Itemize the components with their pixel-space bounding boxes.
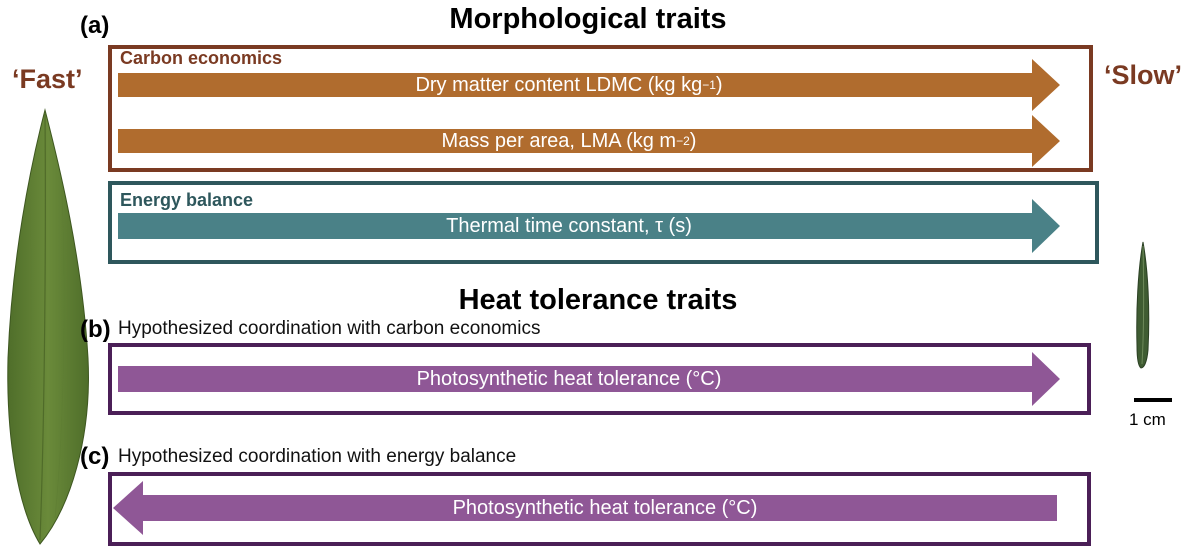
ldmc-label-exponent: −1	[702, 78, 716, 92]
morphological-traits-title: Morphological traits	[449, 3, 727, 35]
lma-label-end: )	[689, 129, 697, 152]
broad-leaf-image	[0, 108, 100, 553]
heat-tolerance-title: Heat tolerance traits	[458, 284, 738, 316]
ldmc-label: Dry matter content LDMC (kg kg −1)	[118, 59, 1020, 111]
panel-label-c: (c)	[80, 443, 110, 470]
ldmc-label-text: Dry matter content LDMC (kg kg	[415, 73, 703, 96]
panel-b-description: Hypothesized coordination with carbon ec…	[118, 318, 541, 339]
heat-tolerance-label-c: Photosynthetic heat tolerance (°C)	[452, 496, 758, 519]
lma-label-text: Mass per area, LMA (kg m	[441, 129, 677, 152]
lma-label-exponent: −2	[676, 134, 690, 148]
panel-label-b: (b)	[80, 316, 111, 343]
fast-label: ‘Fast’	[12, 64, 83, 94]
lma-arrow: Mass per area, LMA (kg m −2)	[118, 115, 1060, 167]
lma-label: Mass per area, LMA (kg m −2)	[118, 115, 1020, 167]
energy-balance-title: Energy balance	[120, 190, 254, 210]
heat-tolerance-box-b	[108, 343, 1091, 415]
panel-c-description: Hypothesized coordination with energy ba…	[118, 446, 517, 467]
energy-balance-box	[108, 181, 1099, 264]
thermal-time-label: Thermal time constant, τ (s)	[446, 214, 692, 237]
ldmc-arrow: Dry matter content LDMC (kg kg −1)	[118, 59, 1060, 111]
heat-tolerance-box-c	[108, 472, 1091, 546]
carbon-economics-box	[108, 45, 1093, 172]
scale-bar-label: 1 cm	[1129, 410, 1166, 429]
heat-tolerance-label-b: Photosynthetic heat tolerance (°C)	[416, 367, 722, 390]
slow-label: ‘Slow’	[1104, 60, 1183, 90]
scale-bar	[1134, 398, 1172, 402]
thermal-time-arrow: Thermal time constant, τ (s)	[118, 199, 1060, 253]
narrow-leaf-image	[1128, 240, 1158, 375]
carbon-economics-title: Carbon economics	[120, 48, 283, 68]
panel-label-a: (a)	[80, 12, 110, 39]
heat-tolerance-arrow-c: Photosynthetic heat tolerance (°C)	[113, 481, 1057, 535]
heat-tolerance-arrow-b: Photosynthetic heat tolerance (°C)	[118, 352, 1060, 406]
ldmc-label-end: )	[715, 73, 723, 96]
